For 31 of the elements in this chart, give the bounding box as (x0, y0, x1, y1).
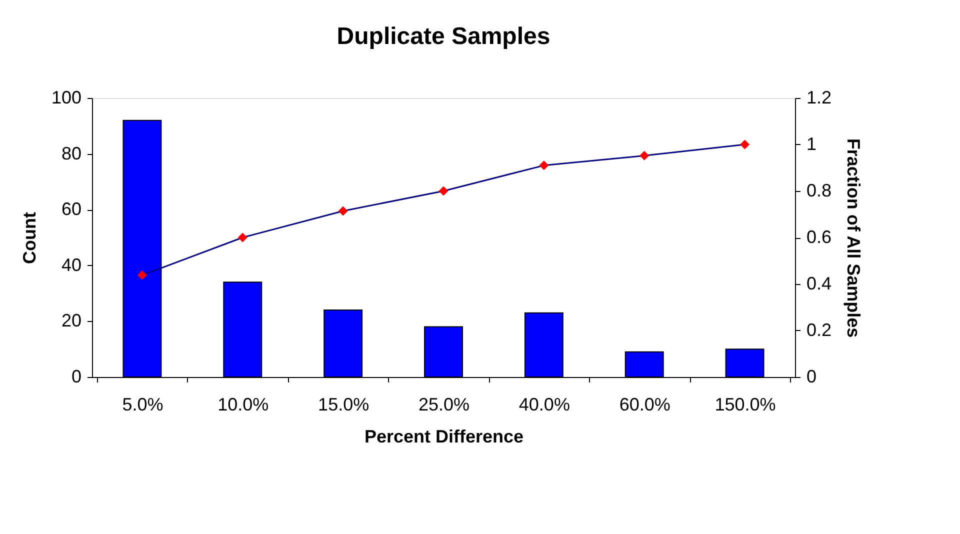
x-tick-label: 40.0% (518, 394, 570, 414)
x-tick-label: 60.0% (619, 394, 670, 414)
y2-tick-label: 1.2 (806, 88, 832, 108)
x-tick-label: 5.0% (122, 394, 164, 414)
x-tick-label: 150.0% (714, 394, 776, 414)
x-axis-title: Percent Difference (364, 426, 524, 446)
y-tick-label: 40 (61, 254, 82, 275)
point (137, 270, 147, 280)
x-tick-label: 25.0% (418, 394, 470, 414)
y2-tick-label: 0.6 (806, 227, 832, 247)
point (338, 206, 348, 216)
y-tick-label: 60 (61, 199, 82, 220)
y2-tick-label: 0.4 (806, 274, 832, 294)
y-axis-title: Count (19, 212, 40, 264)
point (539, 160, 549, 170)
y-tick-label: 0 (71, 366, 82, 386)
y2-tick-label: 0 (806, 366, 817, 386)
y-tick-label: 80 (61, 143, 82, 164)
point (438, 186, 448, 196)
y-tick-label: 100 (51, 88, 82, 108)
point (640, 150, 650, 160)
y2-tick-label: 0.2 (806, 320, 832, 340)
y2-tick-label: 0.8 (806, 180, 832, 200)
chart-title: Duplicate Samples (336, 23, 550, 50)
point (238, 232, 248, 242)
y2-axis-title: Fraction of All Samples (844, 138, 864, 338)
y-tick-label: 20 (61, 310, 82, 331)
y2-tick-label: 1 (806, 134, 817, 154)
x-tick-label: 15.0% (318, 394, 370, 414)
point (740, 140, 750, 150)
x-tick-label: 10.0% (218, 394, 269, 414)
